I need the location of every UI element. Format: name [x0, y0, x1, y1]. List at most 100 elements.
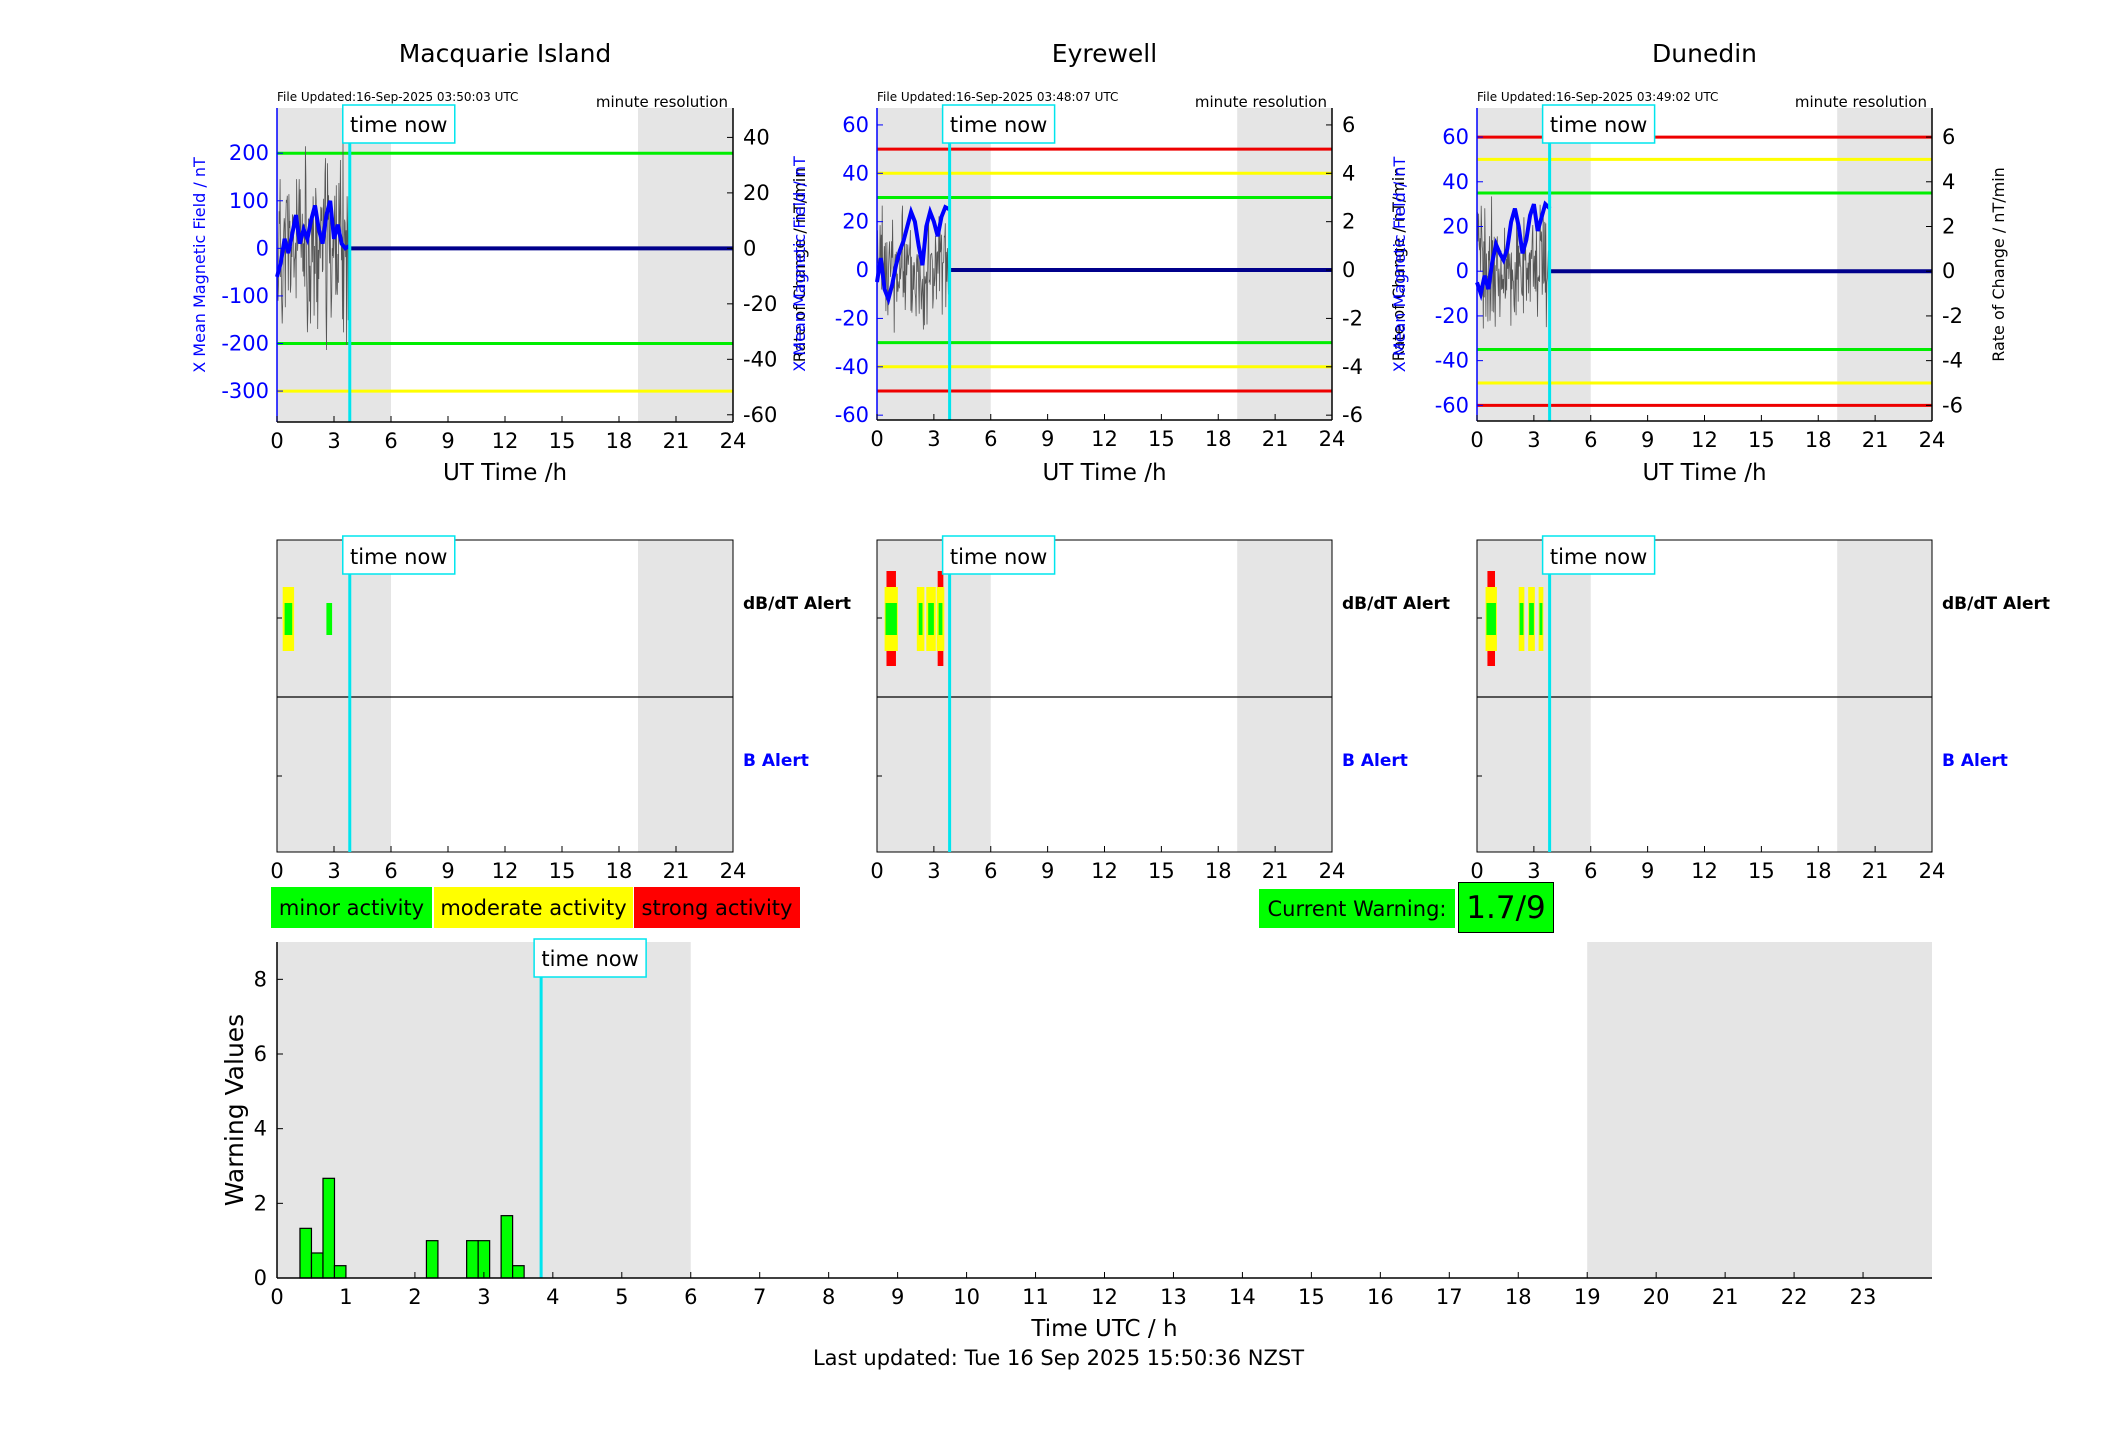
left-tick-label: 60: [842, 113, 869, 137]
right-tick-label: -60: [743, 403, 777, 427]
dbdt-alert-minor: [885, 603, 897, 635]
x-tick-label: 18: [606, 429, 633, 453]
x-tick-label: 21: [663, 429, 690, 453]
legend-strong-activity: strong activity: [634, 887, 800, 928]
night-shade: [1837, 108, 1932, 421]
left-tick-label: -20: [1435, 304, 1469, 328]
alert-x-tick-label: 9: [1041, 859, 1054, 883]
warning-y-tick-label: 2: [254, 1191, 267, 1215]
left-tick-label: 20: [842, 210, 869, 234]
left-y-axis-label: X Mean Magnetic Field / nT: [1390, 157, 1409, 373]
resolution-text: minute resolution: [1195, 93, 1327, 111]
right-tick-label: 4: [1342, 161, 1355, 185]
warning-y-tick-label: 0: [254, 1266, 267, 1290]
dbdt-alert-minor: [1486, 603, 1496, 635]
left-tick-label: -200: [221, 332, 269, 356]
file-updated-text: File Updated:16-Sep-2025 03:50:03 UTC: [277, 90, 518, 104]
alert-x-tick-label: 3: [327, 859, 340, 883]
dbdt-alert-minor: [1529, 603, 1534, 635]
warning-y-axis-label: Warning Values: [220, 1014, 249, 1206]
right-tick-label: 0: [743, 236, 756, 260]
warning-x-tick-label: 6: [684, 1285, 697, 1309]
warning-x-tick-label: 8: [822, 1285, 835, 1309]
resolution-text: minute resolution: [596, 93, 728, 111]
left-tick-label: -40: [835, 355, 869, 379]
right-tick-label: -4: [1342, 355, 1363, 379]
right-tick-label: -2: [1342, 306, 1363, 330]
time-now-box: [1541, 104, 1656, 144]
alert-x-tick-label: 3: [927, 859, 940, 883]
left-tick-label: -100: [221, 284, 269, 308]
time-now-label: time now: [350, 113, 447, 137]
x-tick-label: 24: [1319, 427, 1346, 451]
dbdt-alert-minor: [1539, 603, 1543, 635]
warning-x-tick-label: 0: [270, 1285, 283, 1309]
warning-bar: [500, 1215, 514, 1279]
alert-x-tick-label: 24: [1319, 859, 1346, 883]
dbdt-alert-label: dB/dT Alert: [1942, 594, 2050, 614]
warning-bar: [322, 1177, 336, 1279]
right-tick-label: 2: [1942, 214, 1955, 238]
x-tick-label: 12: [1691, 428, 1718, 452]
warning-bar: [425, 1240, 439, 1279]
warning-night-shade: [277, 942, 691, 1278]
right-tick-label: -2: [1942, 304, 1963, 328]
warning-x-tick-label: 23: [1850, 1285, 1877, 1309]
alert-night-shade: [638, 540, 733, 852]
alert-x-tick-label: 0: [270, 859, 283, 883]
alert-x-tick-label: 21: [1862, 859, 1889, 883]
time-now-label: time now: [950, 113, 1047, 137]
alert-x-tick-label: 9: [1641, 859, 1654, 883]
alert-x-tick-label: 21: [1262, 859, 1289, 883]
alert-x-tick-label: 18: [1205, 859, 1232, 883]
dbdt-alert-label: dB/dT Alert: [743, 594, 851, 614]
time-now-box: [342, 104, 456, 144]
left-tick-label: 20: [1442, 214, 1469, 238]
alert-x-tick-label: 0: [1470, 859, 1483, 883]
warning-bar: [333, 1265, 347, 1279]
right-tick-label: 2: [1342, 210, 1355, 234]
current-warning-label: Current Warning:: [1259, 889, 1455, 928]
alert-night-shade: [277, 540, 391, 852]
right-tick-label: 40: [743, 125, 770, 149]
alert-x-tick-label: 18: [1805, 859, 1832, 883]
last-updated-footer: Last updated: Tue 16 Sep 2025 15:50:36 N…: [812, 1346, 1305, 1370]
left-tick-label: 40: [1442, 170, 1469, 194]
warning-x-tick-label: 22: [1781, 1285, 1808, 1309]
warning-x-axis-label: Time UTC / h: [1030, 1316, 1177, 1342]
left-tick-label: 40: [842, 161, 869, 185]
current-warning-value: 1.7/9: [1458, 882, 1554, 933]
rate-of-change-trace: [276, 136, 350, 351]
left-tick-label: 0: [1456, 259, 1469, 283]
alert-night-shade: [1837, 540, 1932, 852]
warning-y-tick-label: 8: [254, 967, 267, 991]
right-y-axis-label: Rate of Change / nT/min: [1389, 167, 1408, 362]
x-tick-label: 12: [492, 429, 519, 453]
left-tick-label: -60: [835, 403, 869, 427]
x-tick-label: 0: [1470, 428, 1483, 452]
alert-x-tick-label: 24: [1919, 859, 1946, 883]
x-tick-label: 15: [549, 429, 576, 453]
x-axis-label: UT Time /h: [1042, 460, 1166, 486]
x-tick-label: 15: [1748, 428, 1775, 452]
warning-x-tick-label: 7: [753, 1285, 766, 1309]
x-axis-label: UT Time /h: [443, 460, 567, 486]
alert-x-tick-label: 12: [1091, 859, 1118, 883]
right-tick-label: 6: [1342, 113, 1355, 137]
dbdt-alert-label: dB/dT Alert: [1342, 594, 1450, 614]
alert-x-tick-label: 24: [720, 859, 747, 883]
x-tick-label: 21: [1262, 427, 1289, 451]
left-tick-label: -20: [835, 306, 869, 330]
b-alert-label: B Alert: [1342, 751, 1408, 771]
right-tick-label: 0: [1942, 259, 1955, 283]
x-tick-label: 6: [1584, 428, 1597, 452]
alert-x-tick-label: 3: [1527, 859, 1540, 883]
night-shade: [1237, 108, 1332, 420]
alert-x-tick-label: 0: [870, 859, 883, 883]
x-tick-label: 3: [927, 427, 940, 451]
x-tick-label: 9: [441, 429, 454, 453]
dbdt-alert-minor: [284, 603, 293, 635]
dbdt-alert-minor: [918, 603, 923, 635]
right-tick-label: -40: [743, 347, 777, 371]
